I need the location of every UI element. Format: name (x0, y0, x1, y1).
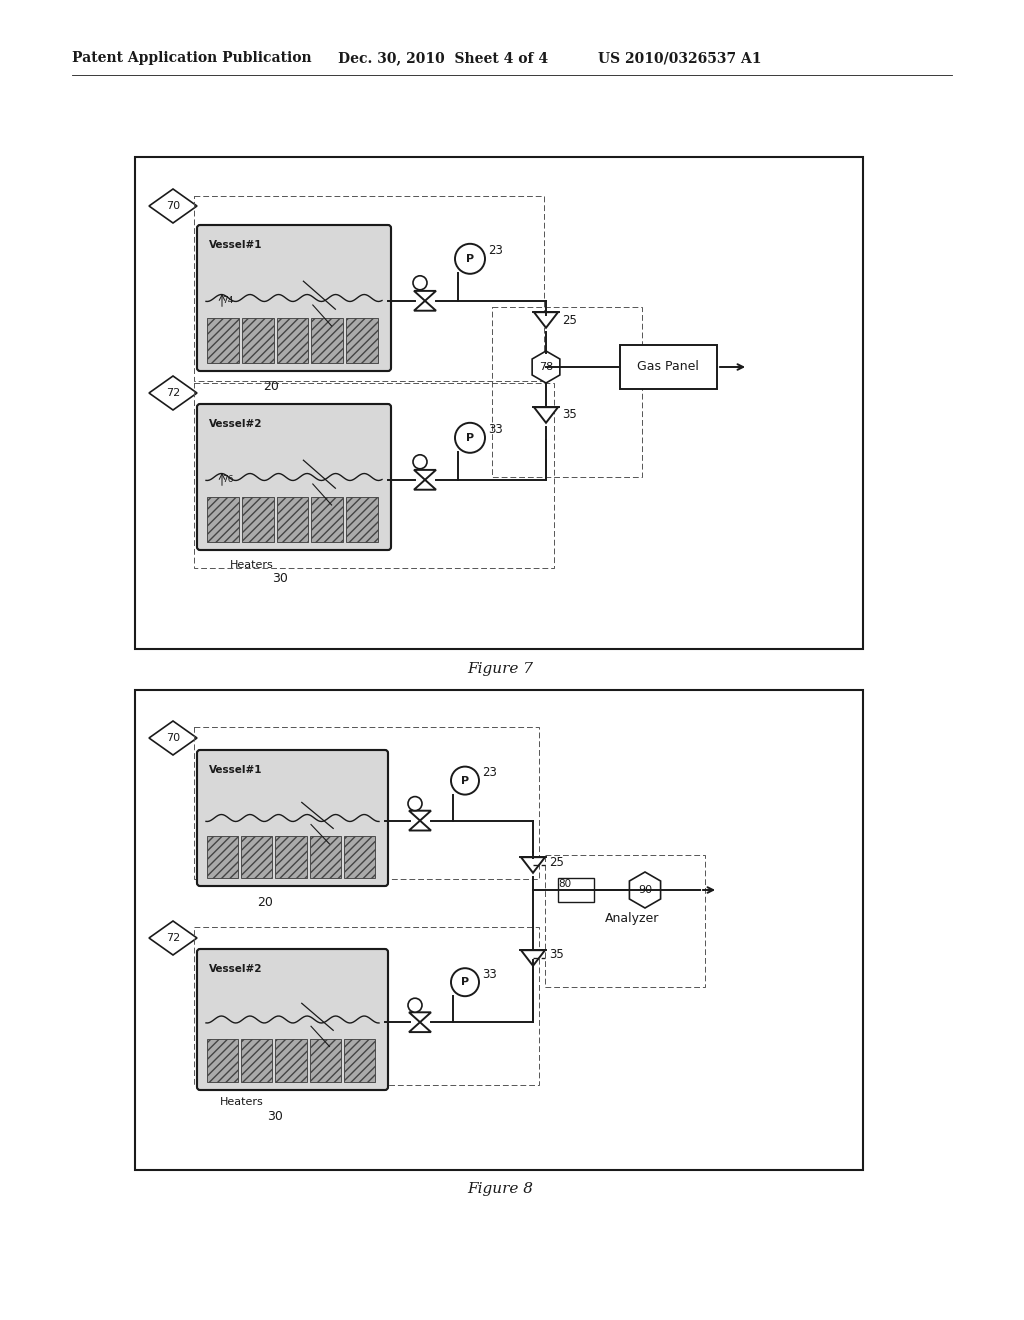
Circle shape (451, 767, 479, 795)
Text: Gas Panel: Gas Panel (637, 360, 699, 374)
Text: 70: 70 (166, 733, 180, 743)
Polygon shape (532, 351, 560, 383)
Bar (492, 308, 642, 477)
Text: US 2010/0326537 A1: US 2010/0326537 A1 (598, 51, 762, 65)
Polygon shape (150, 721, 197, 755)
Polygon shape (409, 1012, 431, 1022)
Polygon shape (521, 857, 545, 873)
Polygon shape (521, 950, 545, 966)
FancyBboxPatch shape (197, 949, 388, 1090)
FancyBboxPatch shape (311, 318, 343, 363)
Circle shape (455, 422, 485, 453)
Circle shape (455, 244, 485, 273)
Text: 90: 90 (638, 884, 652, 895)
Text: 33: 33 (488, 424, 503, 437)
Circle shape (413, 455, 427, 469)
Text: Vessel#1: Vessel#1 (209, 766, 262, 775)
Polygon shape (414, 470, 436, 479)
Polygon shape (630, 873, 660, 908)
Text: Heaters: Heaters (230, 560, 273, 570)
Circle shape (413, 276, 427, 290)
Text: 35: 35 (562, 408, 577, 421)
Text: 25: 25 (562, 314, 577, 326)
Text: 72: 72 (166, 388, 180, 399)
Polygon shape (534, 407, 558, 422)
Text: P: P (466, 433, 474, 442)
Text: Figure 7: Figure 7 (467, 663, 534, 676)
Text: Figure 8: Figure 8 (467, 1181, 534, 1196)
Text: 30: 30 (272, 572, 288, 585)
Text: P: P (461, 776, 469, 785)
Text: Vessel#1: Vessel#1 (209, 240, 262, 249)
FancyBboxPatch shape (344, 1039, 375, 1082)
FancyBboxPatch shape (197, 224, 391, 371)
FancyBboxPatch shape (207, 1039, 239, 1082)
Text: 35: 35 (549, 949, 564, 961)
FancyBboxPatch shape (197, 404, 391, 550)
Polygon shape (414, 479, 436, 490)
Text: 20: 20 (263, 380, 279, 393)
Polygon shape (534, 313, 558, 327)
Text: 80: 80 (558, 879, 571, 888)
Bar (194, 727, 539, 879)
FancyBboxPatch shape (276, 498, 308, 543)
Text: 23: 23 (482, 766, 497, 779)
Bar (545, 855, 705, 987)
FancyBboxPatch shape (242, 837, 272, 878)
FancyBboxPatch shape (242, 318, 273, 363)
Text: 70: 70 (166, 201, 180, 211)
FancyBboxPatch shape (309, 837, 341, 878)
Polygon shape (414, 290, 436, 301)
Text: 33: 33 (482, 968, 497, 981)
Polygon shape (150, 921, 197, 954)
Text: Patent Application Publication: Patent Application Publication (72, 51, 311, 65)
FancyBboxPatch shape (311, 498, 343, 543)
Polygon shape (414, 301, 436, 310)
Text: Vessel#2: Vessel#2 (209, 418, 262, 429)
Bar (135, 690, 863, 1170)
FancyBboxPatch shape (275, 1039, 306, 1082)
Text: Dec. 30, 2010  Sheet 4 of 4: Dec. 30, 2010 Sheet 4 of 4 (338, 51, 548, 65)
Text: 74: 74 (222, 296, 233, 305)
FancyBboxPatch shape (207, 318, 239, 363)
Bar (135, 157, 863, 649)
Polygon shape (409, 810, 431, 821)
Bar (620, 345, 717, 389)
Bar (194, 927, 539, 1085)
Text: 76: 76 (222, 475, 233, 484)
Text: 20: 20 (257, 896, 273, 909)
FancyBboxPatch shape (197, 750, 388, 886)
Polygon shape (409, 1022, 431, 1032)
Text: Vessel#2: Vessel#2 (209, 964, 262, 974)
FancyBboxPatch shape (207, 837, 239, 878)
Text: 72: 72 (166, 933, 180, 942)
Text: Analyzer: Analyzer (605, 912, 659, 925)
Polygon shape (150, 376, 197, 411)
Bar (194, 195, 544, 381)
Bar (558, 878, 594, 902)
Bar (194, 383, 554, 568)
Text: 30: 30 (267, 1110, 283, 1123)
Text: 25: 25 (549, 855, 564, 869)
FancyBboxPatch shape (346, 498, 378, 543)
FancyBboxPatch shape (346, 318, 378, 363)
Polygon shape (409, 821, 431, 830)
FancyBboxPatch shape (275, 837, 306, 878)
FancyBboxPatch shape (309, 1039, 341, 1082)
Text: 23: 23 (488, 244, 503, 257)
Text: 78: 78 (539, 362, 553, 372)
FancyBboxPatch shape (207, 498, 239, 543)
FancyBboxPatch shape (344, 837, 375, 878)
Circle shape (408, 796, 422, 810)
Text: P: P (461, 977, 469, 987)
Text: Heaters: Heaters (220, 1097, 264, 1107)
Text: P: P (466, 253, 474, 264)
Circle shape (408, 998, 422, 1012)
Circle shape (451, 968, 479, 997)
FancyBboxPatch shape (242, 498, 273, 543)
FancyBboxPatch shape (242, 1039, 272, 1082)
FancyBboxPatch shape (276, 318, 308, 363)
Polygon shape (150, 189, 197, 223)
